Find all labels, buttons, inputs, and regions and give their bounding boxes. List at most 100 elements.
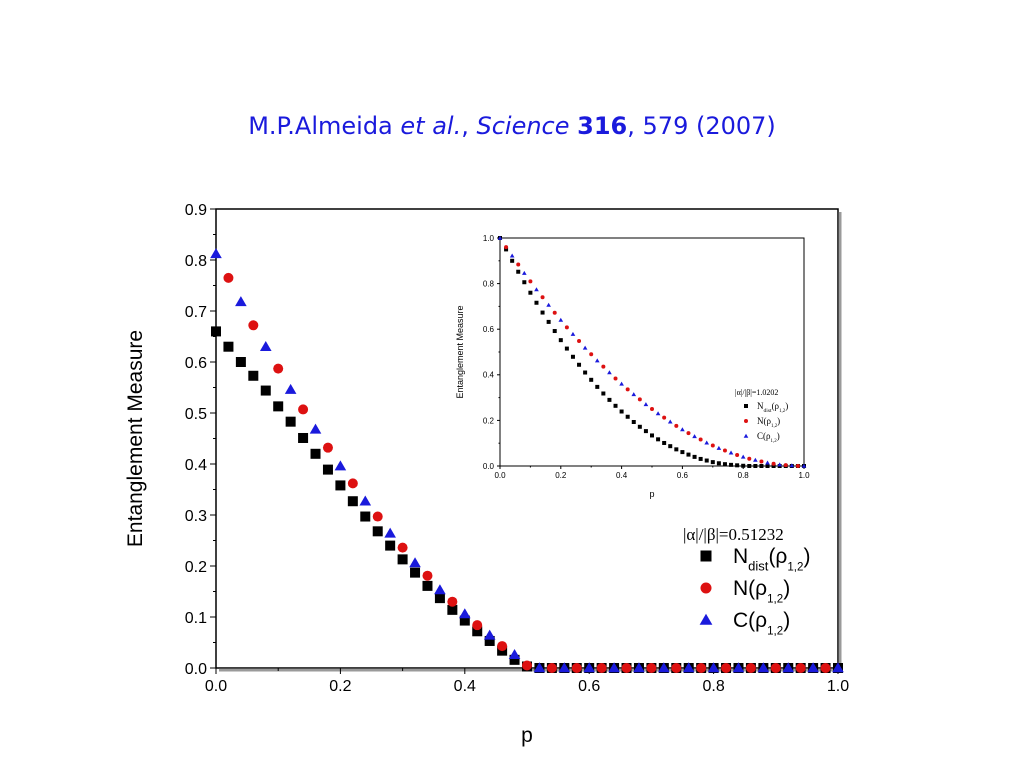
data-point bbox=[447, 604, 458, 615]
inset-y-tick-label: 1.0 bbox=[483, 234, 495, 243]
inset-data-point bbox=[558, 338, 563, 343]
data-point bbox=[522, 660, 532, 671]
y-tick-label: 0.1 bbox=[185, 610, 207, 627]
inset-data-point bbox=[637, 397, 642, 402]
data-point bbox=[260, 385, 271, 396]
data-point bbox=[459, 615, 470, 626]
inset-data-point bbox=[564, 325, 569, 330]
data-point bbox=[721, 663, 732, 673]
inset-legend-title: |α|/|β|=1.0202 bbox=[735, 388, 778, 397]
data-point bbox=[558, 662, 571, 673]
legend-label: N(ρ1,2) bbox=[733, 577, 790, 605]
inset-data-point bbox=[710, 443, 715, 448]
inset-data-point bbox=[643, 429, 648, 434]
data-point bbox=[248, 320, 259, 331]
inset-data-point bbox=[783, 463, 788, 468]
legend-label-part: ) bbox=[783, 609, 790, 632]
data-point bbox=[372, 526, 383, 537]
inset-data-point bbox=[583, 370, 588, 375]
data-point bbox=[384, 527, 396, 538]
legend-label-part: (ρ bbox=[768, 545, 787, 568]
inset-data-point bbox=[656, 437, 661, 442]
inset-x-tick-label: 0.0 bbox=[494, 471, 506, 480]
inset-data-point bbox=[540, 310, 545, 315]
legend-marker bbox=[700, 582, 712, 594]
data-point bbox=[360, 511, 371, 522]
inset-data-point bbox=[716, 461, 721, 466]
legend-label-part: 1,2 bbox=[787, 561, 803, 573]
inset-plot: 0.0 0.2 0.4 0.6 0.8 1.0 0.0 0.2 0.4 0.6 0.8 1.0 p Ent… bbox=[455, 234, 810, 499]
inset-data-point bbox=[740, 454, 746, 459]
inset-data-point bbox=[686, 452, 691, 457]
data-point bbox=[497, 641, 508, 652]
inset-legend-label: Ndist(ρ1,2) bbox=[757, 401, 788, 414]
data-point bbox=[795, 663, 806, 673]
data-point bbox=[322, 464, 333, 475]
legend-label-part: (ρ bbox=[748, 609, 767, 632]
x-tick-label: 0.4 bbox=[454, 678, 476, 695]
inset-data-point bbox=[601, 364, 606, 369]
inset-data-point bbox=[577, 339, 582, 344]
inset-data-point bbox=[589, 352, 594, 357]
inset-data-point bbox=[601, 391, 606, 396]
data-point bbox=[210, 248, 222, 259]
data-point bbox=[571, 663, 582, 673]
inset-data-point bbox=[516, 269, 521, 274]
inset-data-point bbox=[528, 279, 533, 284]
data-point bbox=[322, 442, 333, 453]
legend-label-part: dist bbox=[764, 408, 773, 414]
inset-y-tick-label: 0.8 bbox=[483, 279, 495, 288]
y-tick-label: 0.6 bbox=[185, 355, 207, 372]
inset-y-tick-label: 0.0 bbox=[483, 462, 495, 471]
inset-data-point bbox=[643, 402, 649, 407]
inset-legend-marker bbox=[744, 404, 748, 408]
data-point bbox=[235, 357, 246, 367]
citation-rest: , 579 (2007) bbox=[627, 112, 776, 140]
x-tick-label: 0.0 bbox=[205, 678, 227, 695]
legend-label-part: (ρ bbox=[763, 431, 771, 441]
inset-data-point bbox=[589, 377, 594, 382]
legend-label-part: N bbox=[757, 401, 764, 411]
inset-legend-marker bbox=[743, 433, 749, 438]
data-point bbox=[745, 663, 756, 673]
legend-label-part: 1,2 bbox=[767, 625, 783, 637]
y-tick-label: 0.7 bbox=[185, 304, 207, 321]
inset-data-point bbox=[650, 407, 654, 411]
data-point bbox=[820, 663, 831, 673]
y-tick-label: 0.8 bbox=[185, 253, 207, 270]
data-point bbox=[422, 570, 433, 581]
inset-legend-label: N(ρ1,2) bbox=[757, 416, 780, 429]
legend-label-part: 1,2 bbox=[771, 439, 778, 444]
inset-data-point bbox=[729, 462, 734, 467]
x-tick-label: 1.0 bbox=[827, 678, 849, 695]
inset-data-point bbox=[662, 440, 667, 445]
legend-label-part: N bbox=[733, 545, 748, 568]
data-point bbox=[459, 608, 471, 619]
data-point bbox=[397, 554, 408, 565]
inset-y-tick-label: 0.2 bbox=[483, 416, 495, 425]
inset-data-point bbox=[771, 461, 776, 466]
legend-label-part: (ρ bbox=[772, 401, 780, 411]
inset-x-tick-label: 0.2 bbox=[555, 471, 567, 480]
inset-data-point bbox=[607, 397, 612, 402]
legend-label: C(ρ1,2) bbox=[733, 609, 790, 637]
citation: M.P.Almeida et al., Science 316, 579 (20… bbox=[0, 112, 1024, 140]
data-point bbox=[583, 662, 595, 673]
data-point bbox=[757, 662, 770, 673]
data-point bbox=[211, 326, 221, 337]
data-point bbox=[608, 662, 620, 673]
inset-data-point bbox=[741, 463, 746, 468]
data-point bbox=[508, 649, 521, 660]
inset-data-point bbox=[722, 462, 727, 467]
inset-data-point bbox=[747, 456, 752, 461]
inset-data-point bbox=[674, 447, 679, 452]
inset-data-point bbox=[662, 415, 667, 420]
inset-data-point bbox=[558, 317, 564, 322]
inset-series-circle bbox=[504, 245, 800, 468]
inset-data-point bbox=[509, 253, 515, 258]
data-point bbox=[621, 663, 632, 673]
inset-data-point bbox=[534, 287, 539, 292]
inset-data-point bbox=[686, 431, 691, 436]
data-point bbox=[298, 432, 309, 443]
